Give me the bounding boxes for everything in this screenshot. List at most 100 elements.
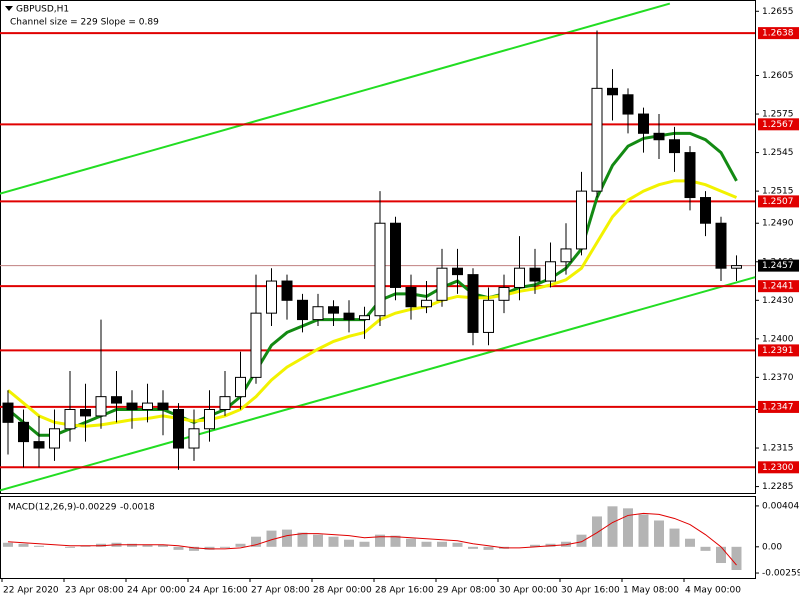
candle-body: [638, 113, 649, 134]
macd-bar: [375, 534, 385, 547]
macd-bar: [545, 543, 556, 547]
macd-signal-value: -0.0018: [120, 503, 155, 513]
candle-body: [18, 421, 29, 443]
level-label: 1.2638: [762, 29, 794, 39]
candle-body: [390, 222, 401, 288]
macd-bar: [127, 543, 137, 547]
macd-bar: [716, 546, 726, 564]
candle-body: [452, 267, 463, 276]
macd-bar: [421, 541, 432, 547]
y-tick-label: 1.2370: [762, 373, 794, 383]
x-tick-label: 4 May 00:00: [685, 586, 741, 596]
macd-bar: [669, 528, 680, 547]
candle-body: [204, 409, 215, 430]
candle-body: [560, 248, 572, 263]
y-tick-label: 1.2515: [762, 187, 794, 197]
candle-body: [95, 396, 107, 417]
level-label: 1.2567: [762, 120, 794, 130]
x-tick-label: 22 Apr 2020: [3, 586, 59, 596]
channel-line: [0, 276, 756, 492]
level-label-bg: [758, 195, 799, 208]
chart-subtitle: Channel size = 229 Slope = 0.89: [10, 18, 159, 28]
macd-bar: [189, 546, 199, 551]
x-tick-label: 29 Apr 08:00: [437, 586, 496, 596]
candle-body: [142, 402, 153, 411]
candle-body: [80, 409, 91, 417]
macd-y-tick-label: 0.00404: [762, 501, 799, 511]
level-label-bg: [758, 400, 799, 413]
candle-body: [343, 312, 355, 321]
macd-bar: [452, 542, 463, 547]
candle-body: [622, 94, 634, 115]
candle-body: [157, 402, 169, 411]
macd-bar: [34, 545, 44, 547]
candle-body: [49, 428, 60, 449]
macd-y-tick-label: -0.00259: [762, 569, 800, 579]
candle-body: [576, 190, 587, 250]
macd-bar: [65, 546, 75, 548]
macd-bar: [483, 546, 494, 550]
macd-bar: [731, 546, 742, 571]
candle-body: [173, 409, 184, 449]
candle-body: [33, 441, 45, 449]
x-tick-label: 30 Apr 16:00: [561, 586, 620, 596]
macd-bar: [623, 508, 633, 547]
macd-bar: [18, 543, 29, 547]
y-tick-label: 1.2575: [762, 110, 794, 120]
macd-bar: [158, 544, 168, 547]
candle-body: [297, 299, 308, 321]
candle-body: [250, 312, 262, 378]
macd-title: MACD(12,26,9): [8, 503, 76, 513]
candle-body: [188, 428, 200, 449]
y-tick-label: 1.2285: [762, 482, 794, 492]
y-tick-label: 1.2605: [762, 71, 794, 81]
macd-bar: [530, 544, 540, 547]
candle-body: [126, 402, 138, 411]
menu-triangle: [5, 6, 13, 11]
macd-bar: [406, 538, 416, 547]
macd-bar: [607, 506, 618, 547]
macd-bar: [638, 514, 649, 547]
x-tick-label: 24 Apr 16:00: [189, 586, 248, 596]
candle-body: [545, 261, 556, 282]
macd-bar: [344, 539, 354, 547]
main-frame: [0, 0, 756, 494]
macd-bar: [173, 546, 184, 550]
macd-frame: [0, 496, 756, 579]
x-tick-label: 28 Apr 00:00: [313, 586, 372, 596]
candle-body: [669, 139, 680, 154]
candle-body: [328, 306, 339, 314]
macd-bar: [390, 535, 401, 547]
macd-bar: [80, 545, 91, 547]
candle-body: [653, 132, 665, 141]
level-label: 1.2347: [762, 402, 794, 412]
x-tick-label: 24 Apr 00:00: [127, 586, 186, 596]
macd-bar: [251, 536, 261, 547]
candle-body: [219, 396, 231, 411]
candle-body: [607, 87, 618, 96]
x-tick-label: 23 Apr 08:00: [65, 586, 124, 596]
candle-body: [359, 315, 370, 321]
candle-body: [700, 197, 711, 224]
current-price-label: 1.2457: [762, 261, 794, 271]
x-tick-label: 27 Apr 08:00: [251, 586, 310, 596]
candle-body: [483, 299, 494, 333]
level-label: 1.2507: [762, 197, 794, 207]
candle-body: [281, 280, 293, 301]
candle-body: [312, 306, 324, 321]
candle-body: [235, 376, 246, 398]
chart-title: GBPUSD,H1: [16, 5, 69, 15]
candle-body: [436, 267, 448, 301]
channel-line: [0, 2, 671, 195]
y-tick-label: 1.2400: [762, 334, 794, 344]
candle-body: [405, 286, 417, 308]
candle-body: [529, 267, 541, 282]
candle-body: [731, 265, 742, 269]
x-tick-label: 30 Apr 00:00: [499, 586, 558, 596]
macd-bar: [328, 536, 339, 547]
macd-bar: [235, 543, 246, 547]
level-label: 1.2441: [762, 282, 794, 292]
candle-body: [514, 267, 525, 288]
macd-bar: [437, 541, 447, 547]
